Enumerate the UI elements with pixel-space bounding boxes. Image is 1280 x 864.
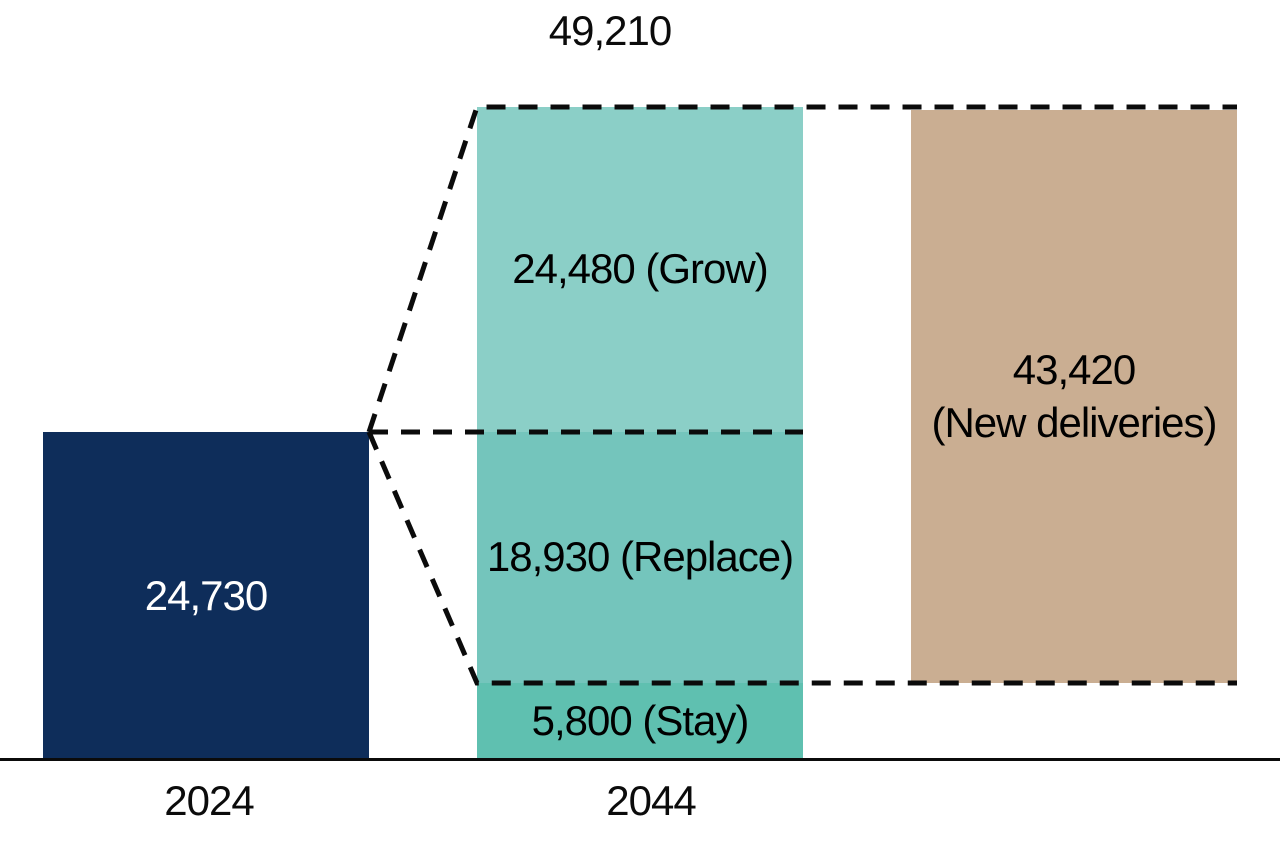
bar-2044-segment-replace: 18,930 (Replace) <box>477 432 803 683</box>
segment-replace-label: 18,930 (Replace) <box>486 533 794 581</box>
bar-2044-segment-grow: 24,480 (Grow) <box>477 107 803 432</box>
bar-2024-value-label: 24,730 <box>144 571 268 619</box>
new-deliveries-value-label: 43,420 <box>1012 346 1136 393</box>
new-deliveries-name-label: (New deliveries) <box>931 398 1217 446</box>
bar-new-deliveries: 43,420 (New deliveries) <box>911 110 1237 683</box>
segment-grow-label: 24,480 (Grow) <box>512 245 768 293</box>
x-tick-2024: 2024 <box>164 777 254 824</box>
segment-stay-label: 5,800 (Stay) <box>531 697 750 745</box>
bar-2024-fleet: 24,730 <box>43 432 369 760</box>
total-2044-label: 49,210 <box>548 7 672 54</box>
x-tick-2044: 2044 <box>606 777 696 824</box>
x-axis-baseline <box>0 758 1280 761</box>
bar-2044-segment-stay: 5,800 (Stay) <box>477 683 803 760</box>
